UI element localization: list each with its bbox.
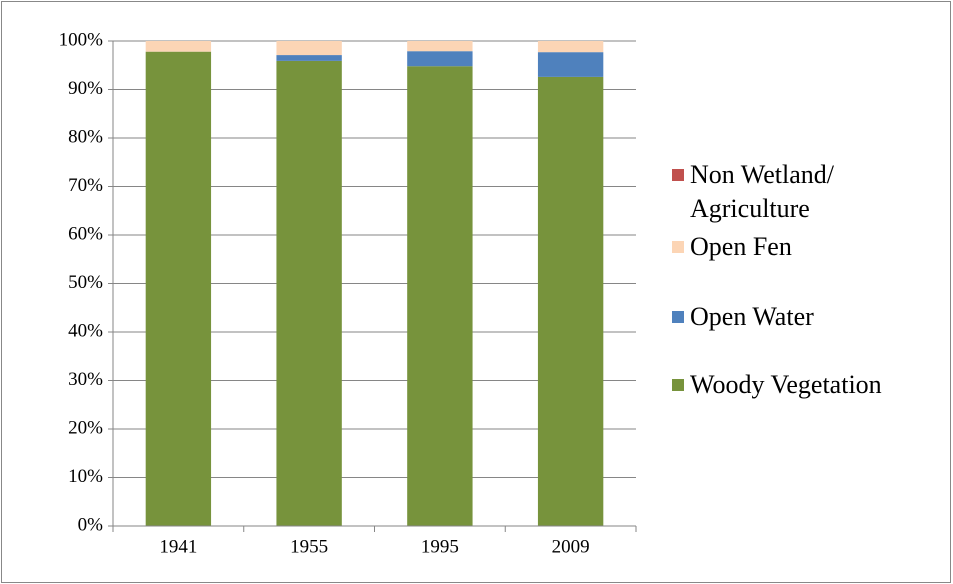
legend-label: Woody Vegetation [690, 370, 882, 399]
y-tick-label: 50% [68, 272, 103, 293]
y-tick-label: 40% [68, 320, 103, 341]
bar-segment [276, 55, 342, 61]
y-tick-label: 60% [68, 223, 103, 244]
legend-swatch [672, 169, 684, 181]
bar-segment [407, 41, 473, 52]
y-tick-label: 100% [59, 29, 104, 50]
bar-segment [407, 51, 473, 67]
bar-segment [537, 41, 604, 53]
bar-segment [276, 41, 342, 56]
bar-segment [407, 66, 473, 526]
y-tick-label: 30% [68, 369, 103, 390]
bar-segment [276, 60, 342, 526]
y-tick-label: 90% [68, 78, 103, 99]
x-tick-label: 1941 [159, 536, 197, 557]
legend-label: Open Fen [690, 232, 792, 261]
x-tick-label: 1955 [290, 536, 328, 557]
legend-item: Open Water [672, 300, 902, 334]
x-tick-label: 1995 [421, 536, 459, 557]
bar-segment [145, 41, 212, 52]
bar-segment [537, 76, 604, 526]
y-tick-label: 10% [68, 466, 103, 487]
legend-item: Non Wetland/ Agriculture [672, 158, 902, 226]
y-tick-label: 0% [78, 514, 104, 535]
legend-swatch [672, 311, 684, 323]
bar-segment [537, 52, 604, 77]
legend-item: Woody Vegetation [672, 368, 902, 402]
x-tick-label: 2009 [552, 536, 590, 557]
legend-label: Non Wetland/ Agriculture [690, 160, 835, 223]
y-tick-label: 20% [68, 417, 103, 438]
legend-swatch [672, 379, 684, 391]
y-tick-label: 80% [68, 126, 103, 147]
legend-swatch [672, 241, 684, 253]
legend-label: Open Water [690, 302, 814, 331]
y-tick-label: 70% [68, 175, 103, 196]
bar-segment [145, 51, 212, 527]
legend-item: Open Fen [672, 230, 902, 264]
